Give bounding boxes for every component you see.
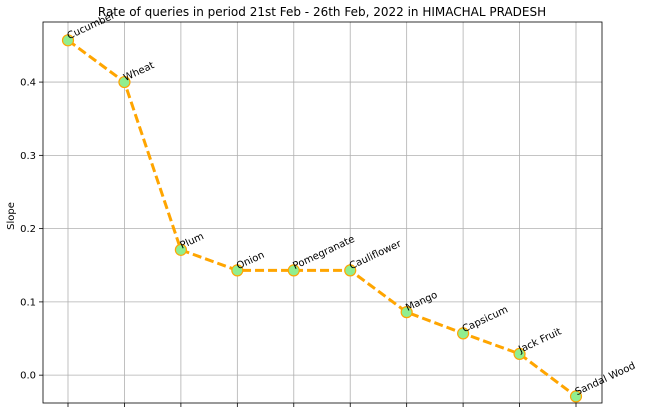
data-point [61,34,75,47]
data-point-label: Sandal Wood [574,361,638,398]
data-point [231,264,244,277]
data-point [118,75,131,89]
data-point-label: Mango [404,290,439,314]
data-point-label: Onion [235,250,266,272]
y-tick-label: 0.2 [20,224,36,235]
y-tick-label: 0.1 [20,297,36,308]
data-point [400,306,413,319]
data-point [457,327,470,340]
data-point [287,264,300,277]
chart-title: Rate of queries in period 21st Feb - 26t… [98,5,546,19]
y-tick-label: 0.0 [20,371,36,382]
data-point [344,264,357,277]
data-point-label: Capsicum [461,304,510,335]
data-point-label: Wheat [122,60,156,84]
y-tick-label: 0.4 [20,78,36,89]
series-line [67,39,577,398]
data-point [569,390,583,403]
data-point-label: Jack Fruit [516,326,563,356]
data-point [513,347,526,361]
data-point-label: Plum [179,231,206,251]
y-axis-label: Slope [6,202,17,230]
y-tick-label: 0.3 [20,151,36,162]
plot-frame [42,21,603,404]
data-point-label: Cucumber [66,10,118,42]
data-point [174,243,187,256]
